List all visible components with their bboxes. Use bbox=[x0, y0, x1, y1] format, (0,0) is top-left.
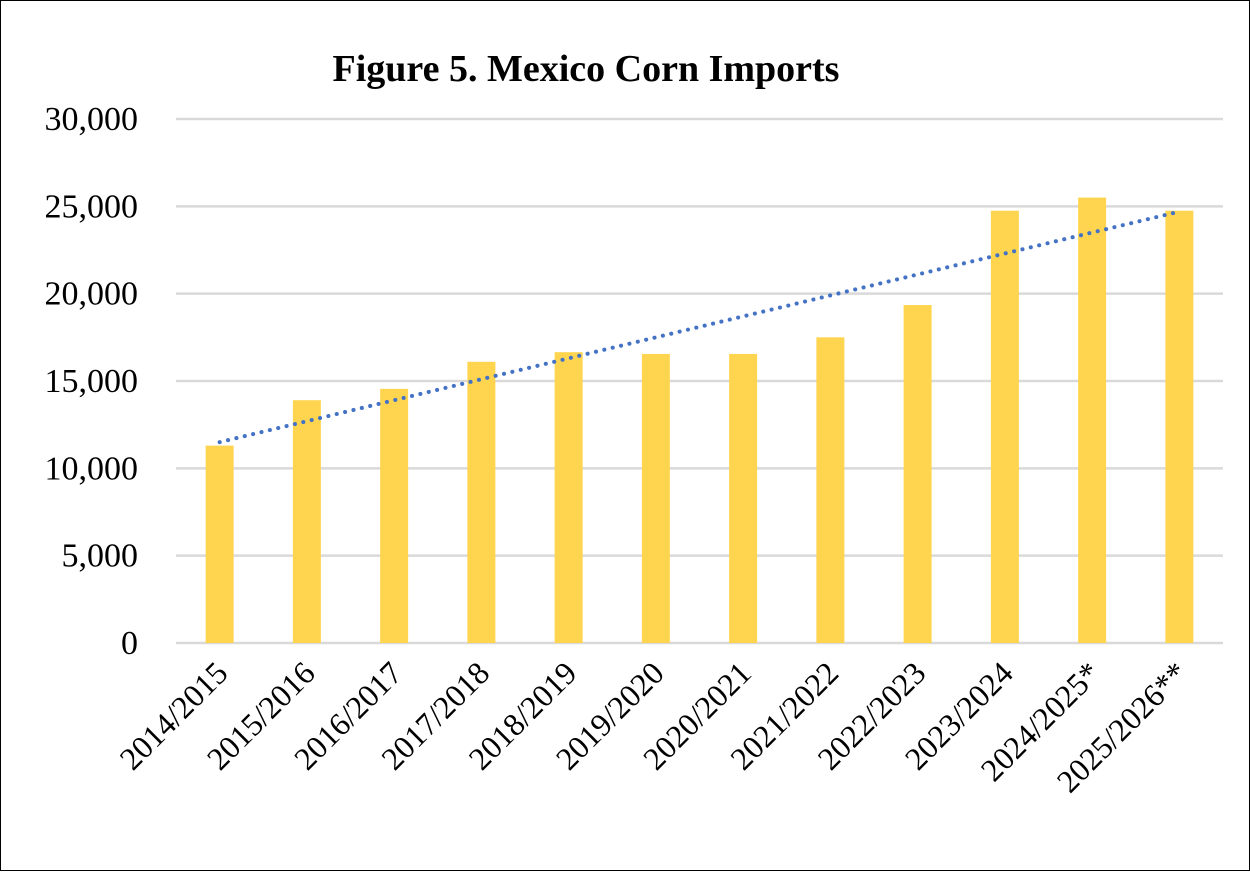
bar bbox=[729, 353, 758, 643]
bar bbox=[816, 337, 845, 643]
y-tick-label: 10,000 bbox=[45, 450, 139, 487]
bar bbox=[554, 352, 583, 643]
bar bbox=[903, 305, 932, 643]
trendline bbox=[217, 209, 1182, 445]
bar bbox=[467, 361, 496, 643]
y-tick-label: 0 bbox=[121, 625, 138, 662]
bar bbox=[1165, 210, 1194, 643]
y-tick-label: 30,000 bbox=[45, 101, 139, 138]
y-tick-label: 15,000 bbox=[45, 363, 139, 400]
bar bbox=[1078, 197, 1107, 643]
chart-title: Figure 5. Mexico Corn Imports bbox=[333, 48, 840, 90]
y-tick-label: 20,000 bbox=[45, 276, 139, 313]
bar bbox=[292, 400, 321, 643]
x-axis-ticks: 2014/20152015/20162016/20172017/20182018… bbox=[112, 654, 1194, 799]
trendline-layer bbox=[217, 209, 1182, 445]
bar bbox=[205, 445, 234, 643]
gridlines bbox=[176, 117, 1223, 645]
bars bbox=[205, 197, 1194, 643]
y-tick-label: 5,000 bbox=[62, 538, 139, 575]
bar bbox=[990, 210, 1019, 643]
bar bbox=[641, 353, 670, 643]
bar bbox=[380, 388, 409, 643]
y-tick-label: 25,000 bbox=[45, 188, 139, 225]
y-axis-ticks: 0 5,000 10,000 15,000 20,000 25,000 30,000 bbox=[45, 101, 139, 662]
